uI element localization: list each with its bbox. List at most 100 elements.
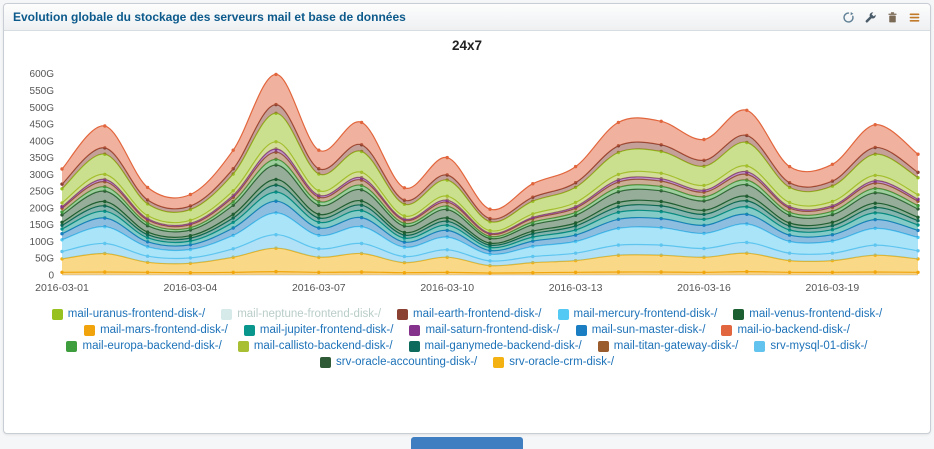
legend-swatch (319, 356, 331, 368)
legend-item[interactable]: mail-mercury-frontend-disk-/ (557, 308, 718, 320)
legend-label: mail-mercury-frontend-disk-/ (573, 308, 718, 320)
data-point-marker (488, 207, 492, 211)
refresh-icon[interactable] (841, 10, 855, 24)
legend-swatch (237, 340, 249, 352)
legend-item[interactable]: srv-oracle-crm-disk-/ (493, 356, 614, 368)
data-point-marker (145, 185, 150, 190)
series-area (62, 212, 918, 262)
data-point-marker (873, 123, 877, 127)
y-axis-tick-label: 300G (30, 170, 55, 181)
x-axis-tick-label: 2016-03-13 (549, 282, 603, 294)
chart-title: 24x7 (451, 38, 483, 53)
legend-item[interactable]: mail-sun-master-disk-/ (575, 324, 706, 336)
y-axis-tick-label: 200G (30, 203, 55, 214)
legend-label: mail-titan-gateway-disk-/ (613, 340, 739, 352)
series-area (62, 248, 918, 273)
legend-swatch (51, 308, 63, 320)
y-axis-tick-label: 50G (35, 254, 54, 265)
wrench-icon[interactable] (863, 10, 877, 24)
legend-item[interactable]: mail-neptune-frontend-disk-/ (221, 308, 381, 320)
legend-item[interactable]: mail-saturn-frontend-disk-/ (409, 324, 560, 336)
data-point-marker (359, 120, 364, 125)
legend-item[interactable]: mail-uranus-frontend-disk-/ (51, 308, 206, 320)
legend-label: mail-europa-backend-disk-/ (82, 340, 222, 352)
data-point-marker (60, 167, 64, 171)
legend-label: mail-jupiter-frontend-disk-/ (259, 324, 394, 336)
legend-swatch (408, 340, 420, 352)
legend-row: mail-europa-backend-disk-/ mail-callisto-… (66, 340, 868, 352)
legend-item[interactable]: mail-mars-frontend-disk-/ (84, 324, 228, 336)
legend-label: mail-earth-frontend-disk-/ (413, 308, 542, 320)
menu-icon[interactable] (907, 10, 921, 24)
legend-item[interactable]: srv-oracle-accounting-disk-/ (319, 356, 478, 368)
legend-swatch (721, 324, 733, 336)
data-point-marker (616, 120, 621, 125)
legend-row: mail-uranus-frontend-disk-/ mail-neptune-… (51, 308, 882, 320)
legend-item[interactable]: mail-io-backend-disk-/ (721, 324, 850, 336)
data-point-marker (103, 124, 107, 128)
y-axis-tick-label: 500G (30, 103, 55, 114)
y-axis-tick-label: 550G (30, 86, 55, 97)
data-point-marker (659, 119, 663, 124)
series-line (61, 73, 919, 211)
legend-swatch (409, 324, 421, 336)
legend-label: mail-sun-master-disk-/ (591, 324, 706, 336)
legend-label: mail-uranus-frontend-disk-/ (67, 308, 206, 320)
x-axis-tick-label: 2016-03-16 (677, 282, 731, 294)
data-point-marker (317, 148, 321, 152)
data-point-marker (702, 137, 706, 142)
legend-swatch (493, 356, 505, 368)
legend-item[interactable]: mail-jupiter-frontend-disk-/ (243, 324, 394, 336)
widget-toolbar (841, 10, 921, 24)
data-point-marker (231, 148, 235, 152)
data-point-marker (573, 164, 578, 169)
chart-legend: mail-uranus-frontend-disk-/ mail-neptune-… (4, 305, 930, 368)
widget-header: Evolution globale du stockage des serveu… (4, 4, 930, 31)
y-axis-tick-label: 350G (30, 153, 55, 164)
x-axis-tick-label: 2016-03-19 (806, 282, 860, 294)
legend-swatch (66, 340, 78, 352)
legend-label: srv-mysql-01-disk-/ (770, 340, 868, 352)
y-axis-tick-label: 400G (30, 136, 55, 147)
legend-item[interactable]: mail-earth-frontend-disk-/ (397, 308, 542, 320)
legend-swatch (397, 308, 409, 320)
x-axis-tick-label: 2016-03-07 (292, 282, 346, 294)
legend-item[interactable]: mail-europa-backend-disk-/ (66, 340, 222, 352)
legend-item[interactable]: mail-ganymede-backend-disk-/ (408, 340, 582, 352)
legend-row: srv-oracle-accounting-disk-/ srv-oracle-c… (319, 356, 614, 368)
legend-label: srv-oracle-crm-disk-/ (509, 356, 615, 368)
chart-canvas[interactable]: 0 50G 100G 150G 200G 250G 300G 350G 400G 450G 500G… (4, 53, 930, 305)
legend-label: srv-oracle-accounting-disk-/ (335, 356, 478, 368)
legend-item[interactable]: mail-titan-gateway-disk-/ (597, 340, 739, 352)
legend-item[interactable]: mail-venus-frontend-disk-/ (733, 308, 882, 320)
x-axis-tick-label: 2016-03-01 (35, 282, 89, 294)
legend-swatch (597, 340, 609, 352)
legend-label: mail-callisto-backend-disk-/ (253, 340, 393, 352)
legend-label: mail-mars-frontend-disk-/ (100, 324, 228, 336)
legend-swatch (733, 308, 745, 320)
legend-label: mail-venus-frontend-disk-/ (749, 308, 883, 320)
data-point-marker (787, 164, 792, 169)
y-axis-tick-label: 0 (48, 271, 54, 282)
data-point-marker (188, 192, 193, 197)
dashboard-widget: Evolution globale du stockage des serveu… (3, 3, 931, 434)
legend-item[interactable]: mail-callisto-backend-disk-/ (237, 340, 393, 352)
data-point-marker (274, 72, 278, 77)
y-axis-tick-label: 150G (30, 220, 55, 231)
legend-swatch (221, 308, 233, 320)
data-point-marker (830, 162, 835, 166)
y-axis-tick-label: 600G (30, 69, 55, 80)
data-point-marker (402, 186, 407, 190)
legend-swatch (243, 324, 255, 336)
stacked-area-chart[interactable]: 0 50G 100G 150G 200G 250G 300G 350G 400G 450G 500G… (4, 53, 930, 305)
legend-swatch (557, 308, 569, 320)
data-point-marker (745, 108, 749, 112)
legend-item[interactable]: srv-mysql-01-disk-/ (754, 340, 868, 352)
data-point-marker (445, 155, 449, 160)
legend-swatch (575, 324, 587, 336)
x-axis-tick-label: 2016-03-10 (420, 282, 474, 294)
legend-label: mail-neptune-frontend-disk-/ (237, 308, 382, 320)
trash-icon[interactable] (885, 10, 899, 24)
legend-label: mail-ganymede-backend-disk-/ (424, 340, 582, 352)
data-point-marker (916, 152, 920, 156)
